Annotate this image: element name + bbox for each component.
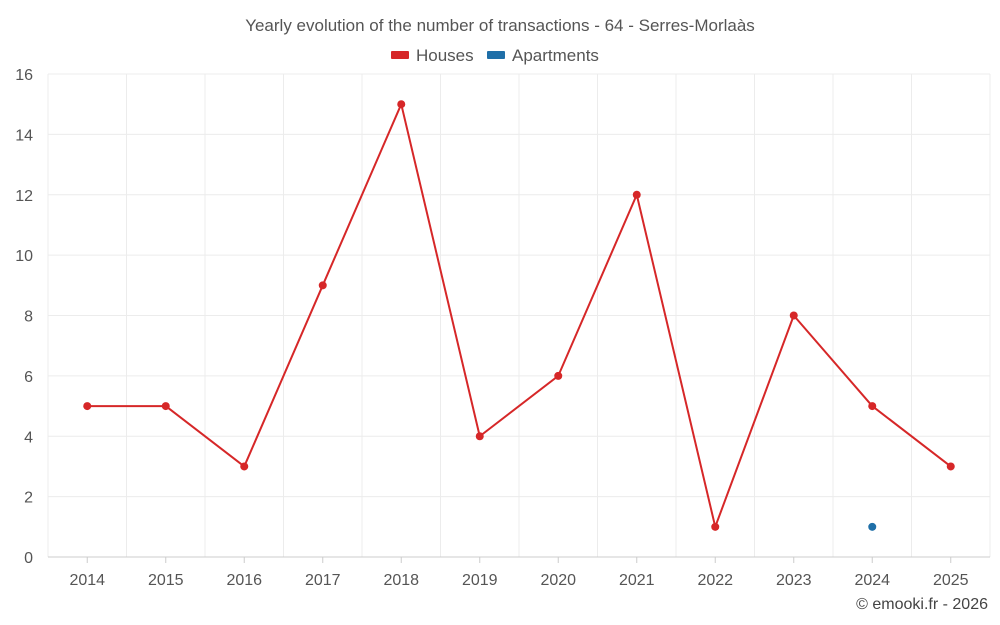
legend-item-apartments[interactable]: Apartments [487,46,599,65]
y-tick-label: 2 [24,490,33,507]
y-tick-label: 10 [15,248,33,265]
x-tick-label: 2025 [933,572,969,589]
x-tick-label: 2024 [854,572,890,589]
data-point-houses[interactable] [789,311,798,320]
grid [47,73,991,557]
data-point-houses[interactable] [83,402,92,411]
x-tick-label: 2015 [148,572,184,589]
y-tick-label: 16 [15,67,33,84]
series-line-houses [87,103,952,528]
legend-swatch-apartments [487,51,505,59]
axes: 0 2 4 6 8 10 12 14 16 2014 2015 2016 2017 2018 2019 202… [15,67,990,589]
data-point-houses[interactable] [475,432,484,441]
legend-swatch-houses [391,51,409,59]
data-point-houses[interactable] [711,522,720,531]
chart-title: Yearly evolution of the number of transa… [245,16,755,35]
y-tick-label: 14 [15,127,33,144]
legend-item-houses[interactable]: Houses [391,46,474,65]
legend-label-apartments: Apartments [512,46,599,65]
x-tick-label: 2022 [697,572,733,589]
x-tick-label: 2023 [776,572,812,589]
x-tick-label: 2021 [619,572,655,589]
data-point-houses[interactable] [318,281,327,290]
y-tick-label: 4 [24,429,33,446]
data-point-houses[interactable] [632,190,641,199]
data-point-houses[interactable] [161,402,170,411]
data-point-houses[interactable] [240,462,249,471]
x-tick-label: 2016 [226,572,262,589]
x-tick-label: 2014 [69,572,105,589]
y-tick-label: 0 [24,550,33,567]
x-tick-label: 2020 [540,572,576,589]
y-tick-label: 6 [24,369,33,386]
x-tick-label: 2019 [462,572,498,589]
data-point-houses[interactable] [397,100,406,109]
y-tick-label: 12 [15,188,33,205]
data-point-houses[interactable] [946,462,955,471]
data-point-apartments[interactable] [868,522,877,531]
data-point-houses[interactable] [554,371,563,380]
y-tick-label: 8 [24,309,33,326]
data-point-houses[interactable] [868,402,877,411]
legend: Houses Apartments [391,46,599,65]
x-tick-label: 2018 [383,572,419,589]
series [83,100,955,531]
x-tick-label: 2017 [305,572,341,589]
credit-text: © emooki.fr - 2026 [856,596,988,613]
legend-label-houses: Houses [416,46,474,65]
